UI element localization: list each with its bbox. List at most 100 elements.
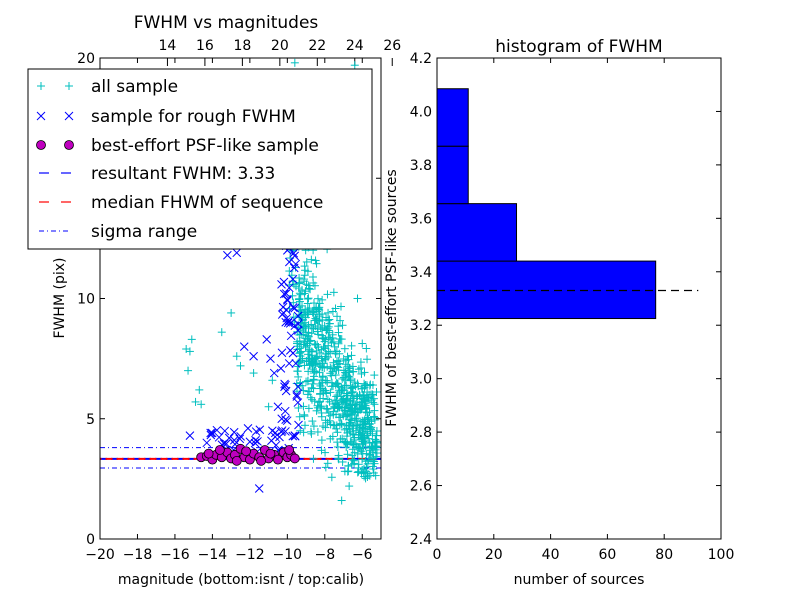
all-sample-point [329,288,338,297]
all-sample-point [309,422,318,431]
top-x-tick-label: 22 [308,38,326,54]
all-sample-point [329,410,338,419]
hist-y-tick-label: 2.6 [410,479,432,495]
histogram-bar [437,88,469,147]
all-sample-point [301,334,310,343]
all-sample-point [232,352,241,361]
all-sample-point [317,412,326,421]
all-sample-point [295,349,304,358]
all-sample-point [347,384,356,393]
rough-sample-point [285,346,295,355]
all-sample-point [322,404,331,413]
all-sample-point [316,390,325,399]
all-sample-point [236,361,245,370]
all-sample-point [346,427,355,436]
all-sample-point [314,294,323,303]
top-x-tick-label: 20 [271,38,289,54]
all-sample-point [264,402,273,411]
all-sample-point [361,419,370,428]
all-sample-point [318,373,327,382]
all-sample-point [371,452,380,461]
histogram-x-ticks: 0 20 40 60 80 100 [433,58,734,563]
histogram-frame [436,57,722,540]
legend-label: best-effort PSF-like sample [91,136,319,156]
legend-label: sigma range [91,222,197,242]
all-sample-point [321,463,330,472]
all-sample-point [303,267,312,276]
scatter-frame [99,57,382,540]
all-sample-point [338,374,347,383]
legend-entry: median FHWM of sequence [39,193,323,213]
all-sample-point [318,325,327,334]
all-sample-point [345,482,354,491]
rough-sample-point [243,424,253,433]
all-sample-point [292,379,301,388]
all-sample-point [322,326,331,335]
legend-box [27,68,373,250]
all-sample-point [359,420,368,429]
hist-y-tick-label: 3.4 [410,265,432,281]
all-sample-point [336,302,345,311]
all-sample-point [324,308,333,317]
rough-sample-point [279,289,289,299]
best-sample-point [203,448,214,459]
rough-sample-point [269,368,279,378]
rough-sample-point [290,251,300,261]
all-sample-point [358,339,367,348]
all-sample-point [312,304,321,313]
all-sample-point [340,399,349,408]
all-sample-point [334,402,343,411]
all-sample-point [325,416,334,425]
all-sample-point [314,330,323,339]
all-sample-point [301,305,310,314]
all-sample-point [309,324,318,333]
all-sample-point [369,465,378,474]
rough-sample-point [253,437,262,446]
top-x-tick-label: 16 [196,38,214,54]
all-sample-point [296,426,305,435]
rough-sample-point [273,402,283,412]
all-sample-point [299,402,308,411]
all-sample-point [336,316,345,325]
x-tick-label: −18 [123,547,153,563]
all-sample-point [363,472,372,481]
rough-sample-point [292,390,302,400]
all-sample-point [334,455,343,464]
all-sample-point [296,290,305,299]
all-sample-point [356,358,365,367]
all-sample-point [370,371,379,380]
rough-sample-point [283,318,293,328]
all-sample-point [326,388,335,397]
all-sample-point [355,428,364,437]
all-sample-point [319,422,328,431]
all-sample-point [368,448,377,457]
all-sample-point [311,357,320,366]
all-sample-point [350,61,359,70]
all-sample-point [361,456,370,465]
all-sample-point [372,431,381,440]
all-sample-point [357,405,366,414]
all-sample-point [327,473,336,482]
top-x-tick-label: 26 [383,38,401,54]
histogram-bar [437,145,469,205]
best-sample-point [214,445,225,455]
all-sample-point [336,435,345,444]
all-sample-point [362,463,371,472]
all-sample-point [341,368,350,377]
all-sample-point [370,406,379,415]
legend-circle-marker [64,140,74,150]
y-tick-label: 5 [86,412,95,428]
histogram-bar [437,203,518,262]
all-sample-point [293,337,302,346]
rough-sample-point [288,274,298,284]
all-sample-point [369,394,378,403]
all-sample-point [347,351,356,360]
all-sample-point [348,387,357,396]
hist-y-tick-label: 3.8 [410,158,432,174]
all-sample-point [297,340,306,349]
all-sample-point [323,459,332,468]
rough-sample-point [232,248,242,258]
all-sample-point [301,287,310,296]
rough-sample-point [293,382,303,392]
